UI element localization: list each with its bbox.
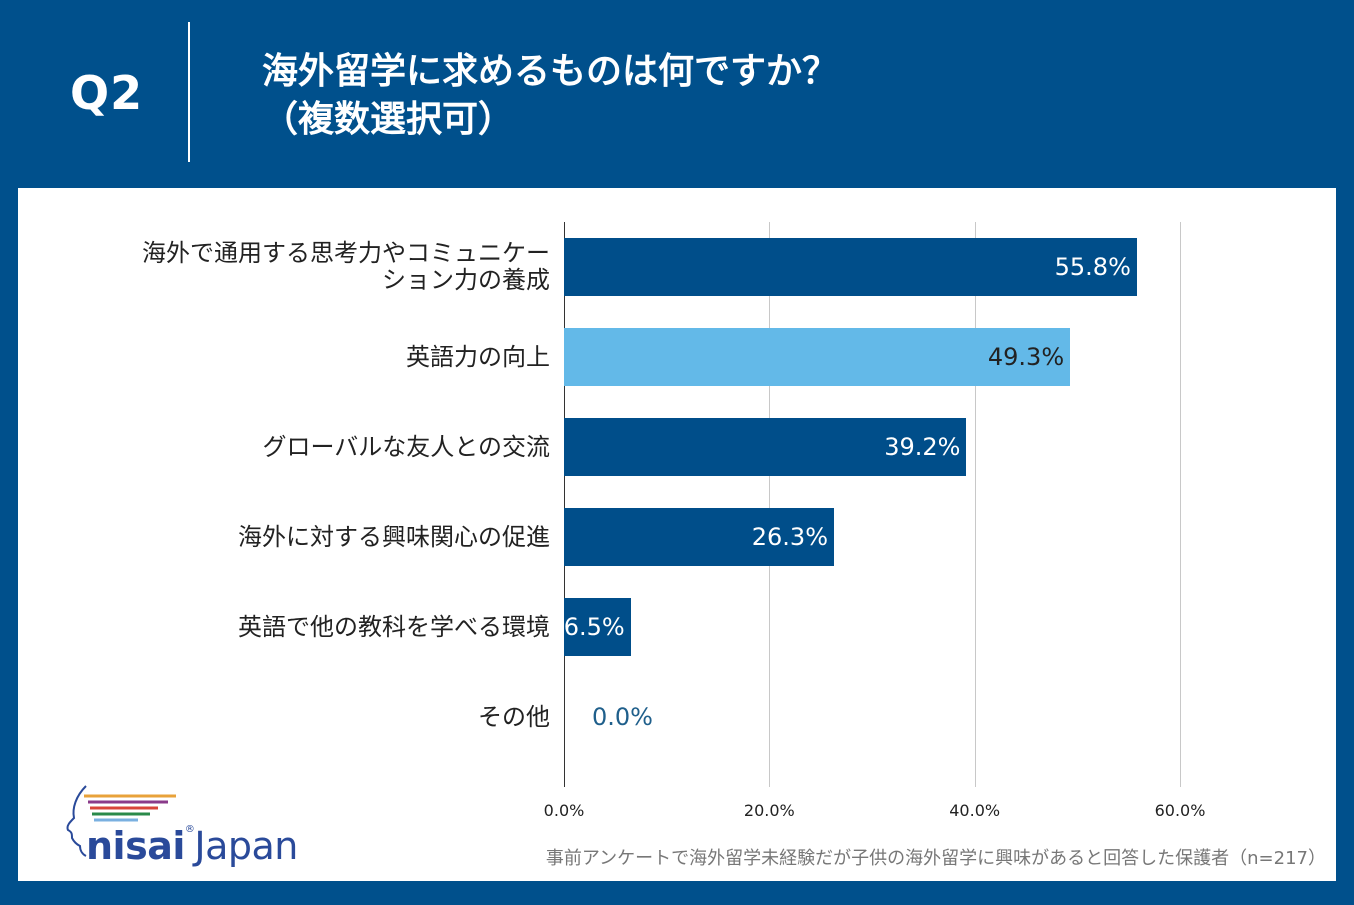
- x-tick-label: 20.0%: [743, 801, 795, 820]
- bar: [564, 238, 1137, 296]
- category-label: 英語で他の教科を学べる環境: [238, 612, 550, 641]
- x-tick-label: 0.0%: [543, 801, 585, 820]
- bar: [564, 418, 967, 476]
- chart-panel: 0.0% 20.0% 40.0% 60.0% 海外で通用する思考力やコミュニケー ション力…: [18, 188, 1336, 881]
- data-label: 39.2%: [884, 433, 961, 461]
- logo-japan-text: Japan: [194, 824, 298, 868]
- question-title-line2: （複数選択可）: [262, 99, 515, 140]
- header-banner: Q2 海外留学に求めるものは何ですか？ （複数選択可）: [0, 0, 1354, 188]
- y-axis-line: [564, 222, 565, 787]
- data-label: 6.5%: [563, 613, 625, 641]
- question-title-line1: 海外留学に求めるものは何ですか？: [262, 51, 839, 92]
- gridline: [769, 222, 771, 787]
- question-title: 海外留学に求めるものは何ですか？ （複数選択可）: [262, 48, 838, 144]
- data-label: 55.8%: [1054, 253, 1131, 281]
- gridline: [974, 222, 976, 787]
- category-label: 英語力の向上: [406, 342, 550, 371]
- header-divider: [188, 22, 190, 162]
- gridline: [1180, 222, 1181, 787]
- nisai-logo-face-icon: [66, 785, 176, 857]
- data-label: 0.0%: [592, 703, 653, 731]
- footnote: 事前アンケートで海外留学未経験だが子供の海外留学に興味があると回答した保護者（n…: [545, 848, 1326, 869]
- question-number: Q2: [70, 66, 144, 120]
- data-label: 49.3%: [987, 343, 1065, 371]
- category-label: 海外に対する興味関心の促進: [238, 522, 550, 551]
- category-label: その他: [478, 702, 550, 731]
- nisai-logo-wordmark: nisai®Japan: [86, 824, 298, 868]
- category-label: 海外で通用する思考力やコミュニケー ション力の養成: [142, 239, 550, 294]
- data-label: 26.3%: [751, 523, 828, 551]
- logo-registered-mark: ®: [184, 824, 195, 835]
- x-tick-label: 60.0%: [1154, 801, 1206, 820]
- bar: [564, 508, 834, 566]
- bar: [564, 598, 631, 656]
- bar: [564, 328, 1071, 386]
- x-tick-label: 40.0%: [949, 801, 1001, 820]
- logo-nisai-text: nisai: [86, 824, 185, 868]
- category-label: グローバルな友人との交流: [262, 432, 550, 461]
